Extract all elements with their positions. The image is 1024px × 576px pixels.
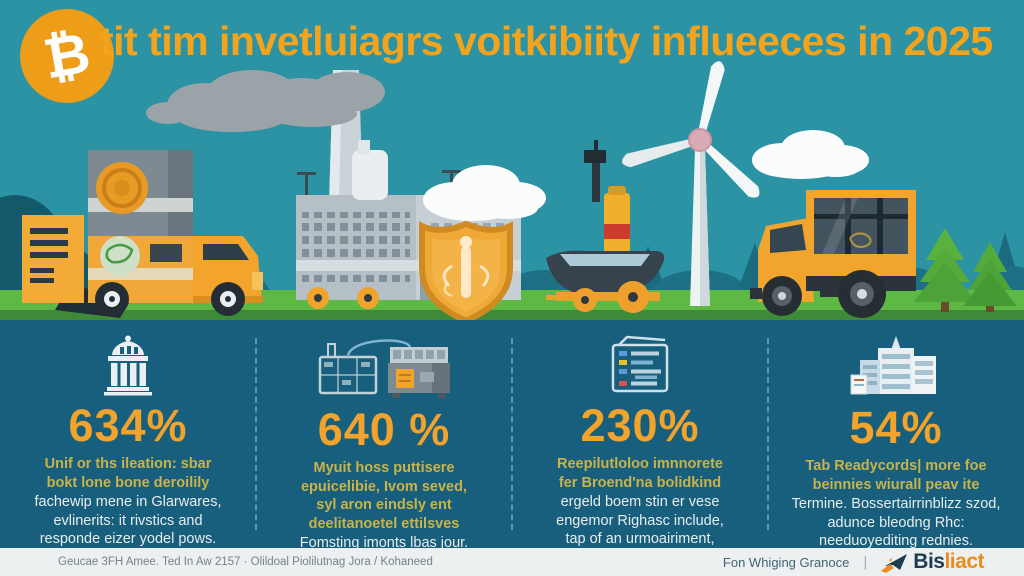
column-separator bbox=[767, 338, 769, 530]
stats-panel: 634% Unif or ths ileation: sbar bokt lon… bbox=[0, 320, 1024, 551]
city-buildings-icon bbox=[848, 334, 944, 398]
smoke-cloud bbox=[146, 70, 385, 132]
stat-body-text: ergeld boem stin er vese engemor Righasc… bbox=[556, 494, 724, 548]
stat-value: 640 % bbox=[317, 404, 451, 455]
stat-value: 230% bbox=[580, 400, 700, 451]
stat-body-text: Fomsting imonts lbas jour. bbox=[299, 535, 469, 552]
stat-highlight-text: Tab Readycords| more foe beinnies wiural… bbox=[805, 458, 987, 493]
right-truck-illustration bbox=[750, 190, 916, 318]
boat-trailer-illustration bbox=[546, 140, 665, 313]
mining-machines-icon bbox=[314, 334, 454, 400]
stat-highlight-text: Myuit hoss puttisere epuicelibie, Ivom s… bbox=[300, 460, 467, 532]
stat-body-text: Termine. Bossertairrinblizz szod, adunce… bbox=[791, 496, 1001, 550]
brand-name-dark: Bis bbox=[913, 550, 945, 573]
brand-mark-icon bbox=[881, 554, 908, 573]
sky-background: ₿ tit tim invetluiagrs voitkibiity influ… bbox=[0, 9, 1024, 320]
bitcoin-shield-badge bbox=[419, 220, 513, 320]
stat-column-mining: 640 % Myuit hoss puttisere epuicelibie, … bbox=[256, 320, 512, 551]
white-cloud-right bbox=[752, 130, 869, 179]
footer-tagline: Fon Whiging Granoce bbox=[722, 554, 850, 570]
column-separator bbox=[511, 338, 513, 530]
stat-highlight-text: Reepilutloloo imnnorete fer Broend'na bo… bbox=[557, 456, 723, 491]
bitcoin-logo: ₿ bbox=[20, 9, 114, 103]
scene-illustration bbox=[0, 61, 1024, 320]
brand-name-accent: liact bbox=[944, 550, 984, 573]
footer-source-text: Geucae 3FH Amee. Ted In Aw 2157 · Olildo… bbox=[58, 556, 433, 568]
stat-value: 634% bbox=[68, 400, 188, 451]
left-truck-illustration bbox=[22, 150, 263, 318]
white-cloud-center bbox=[423, 165, 546, 221]
footer-right-group: Fon Whiging Granoce | Bisliact bbox=[723, 550, 984, 574]
page-title: tit tim invetluiagrs voitkibiity influee… bbox=[100, 18, 993, 64]
stat-body-text: fachewip mene in Glarwares, evlinerits: … bbox=[34, 494, 222, 548]
footer-divider: | bbox=[863, 553, 868, 571]
government-building-icon bbox=[93, 334, 163, 396]
column-separator bbox=[255, 338, 257, 530]
brand-name: Bisliact bbox=[913, 550, 984, 574]
stat-value: 54% bbox=[849, 402, 943, 453]
stat-column-regulation: 634% Unif or ths ileation: sbar bokt lon… bbox=[0, 320, 256, 548]
regulation-document-icon bbox=[607, 334, 673, 396]
wind-turbine-illustration bbox=[622, 61, 760, 306]
stat-column-institutions: 54% Tab Readycords| more foe beinnies wi… bbox=[768, 320, 1024, 550]
brand-logo: Bisliact bbox=[881, 550, 984, 574]
footer-bar: Geucae 3FH Amee. Ted In Aw 2157 · Olildo… bbox=[0, 548, 1024, 576]
bitcoin-symbol: ₿ bbox=[38, 20, 95, 91]
stat-column-policy: 230% Reepilutloloo imnnorete fer Broend'… bbox=[512, 320, 768, 548]
pine-trees bbox=[914, 228, 1017, 312]
stat-highlight-text: Unif or ths ileation: sbar bokt lone bon… bbox=[44, 456, 212, 491]
